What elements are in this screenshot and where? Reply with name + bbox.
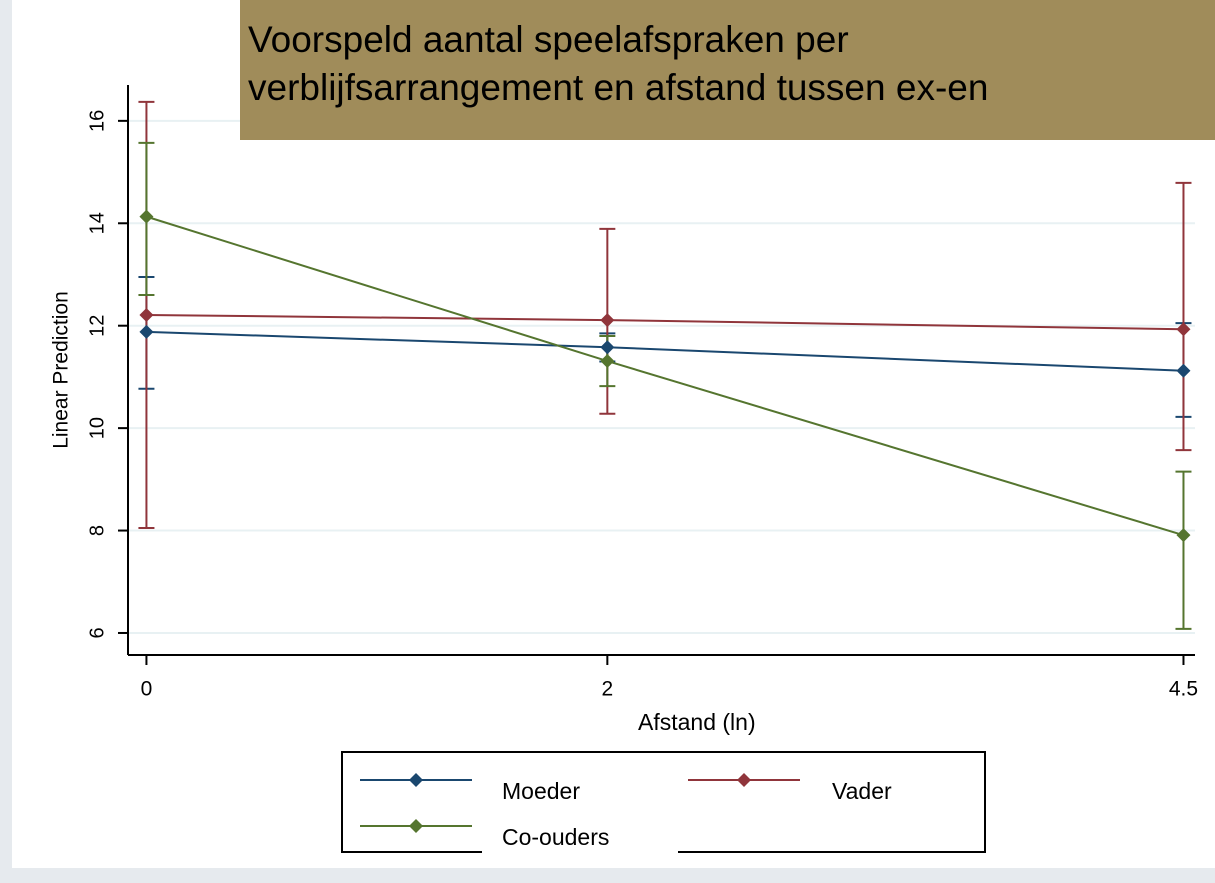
error-bar [1175, 181, 1192, 452]
y-tick-label: 14 [86, 212, 108, 234]
point [139, 307, 154, 322]
y-tick-label: 6 [86, 627, 108, 638]
x-axis-label: Afstand (ln) [620, 690, 815, 750]
legend-marker [737, 773, 751, 787]
point [1176, 363, 1191, 378]
chart-title: Voorspeld aantal speelafspraken per verb… [248, 19, 989, 108]
legend-label: Co-ouders [502, 824, 609, 850]
point [600, 340, 615, 355]
y-tick-label: 16 [86, 110, 108, 132]
point [600, 354, 615, 369]
legend-marker [409, 773, 423, 787]
x-tick-label: 2 [601, 678, 613, 701]
legend-marker [409, 819, 423, 833]
legend-label: Moeder [502, 778, 580, 804]
chart-background [12, 0, 1215, 868]
y-tick-label: 8 [86, 525, 108, 536]
x-tick-label: 4.5 [1169, 678, 1198, 701]
title-box [240, 0, 1215, 140]
y-axis-label: Linear Prediction [50, 291, 73, 449]
point [139, 209, 154, 224]
point [600, 313, 615, 328]
legend-label-bg [482, 808, 678, 854]
point [139, 324, 154, 339]
error-bar [1175, 470, 1192, 630]
y-tick-label: 12 [86, 315, 108, 337]
point [1176, 322, 1191, 337]
legend-label: Vader [832, 778, 892, 804]
y-tick-label: 10 [86, 417, 108, 439]
x-tick-label: 0 [141, 678, 153, 701]
point [1176, 528, 1191, 543]
